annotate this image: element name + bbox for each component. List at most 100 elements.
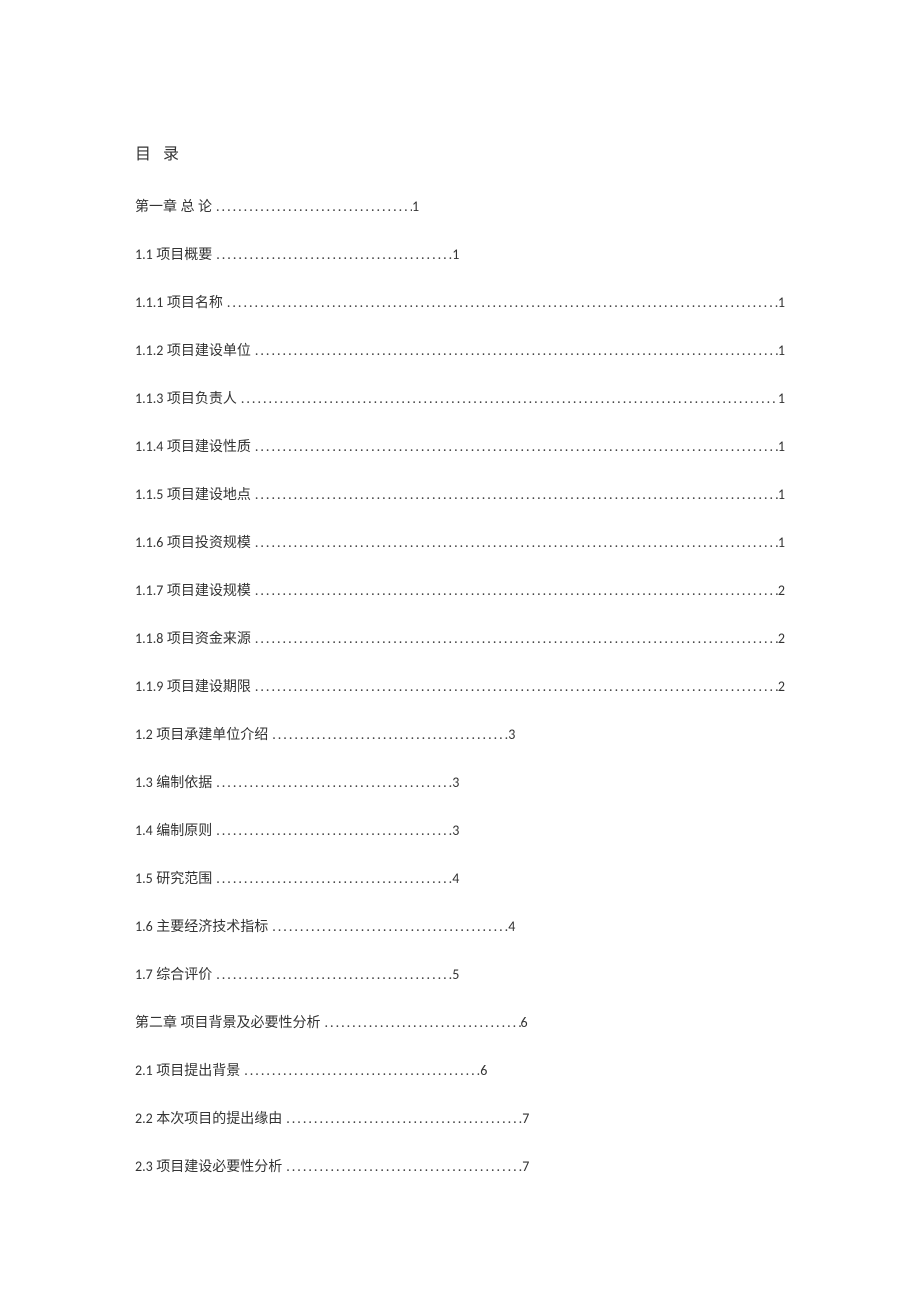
toc-leader-dots: ........................................… [212,198,412,215]
toc-leader-dots: ........................................… [237,390,778,407]
toc-leader-dots: ........................................… [251,678,778,695]
toc-entry-number: 1.1.1 [135,294,163,311]
toc-entry-page: 1 [412,198,419,215]
toc-entry-number: 1.1.5 [135,486,163,503]
toc-entry-text: 项目资金来源 [163,632,251,647]
toc-leader-dots: ........................................… [212,870,452,887]
toc-entry-label: 1.5 研究范围 [135,868,212,888]
toc-entry: 1.7 综合评价................................… [135,964,785,984]
toc-entry-text: 项目建设单位 [163,344,251,359]
toc-entry-label: 1.1 项目概要 [135,244,212,264]
toc-entry: 1.1.5 项目建设地点............................… [135,484,785,504]
toc-entry-page: 3 [452,822,459,839]
toc-entry: 1.1.6 项目投资规模............................… [135,532,785,552]
toc-entry-number: 1.1 [135,246,153,263]
toc-entry: 第一章 总 论.................................… [135,196,785,216]
toc-entry: 1.1 项目概要................................… [135,244,785,264]
toc-leader-dots: ........................................… [240,1062,480,1079]
toc-leader-dots: ........................................… [223,294,778,311]
toc-entry-number: 1.1.3 [135,390,163,407]
toc-entry-text: 综合评价 [153,968,213,983]
toc-entry-number: 1.1.9 [135,678,163,695]
toc-entry: 1.3 编制依据................................… [135,772,785,792]
toc-entry-label: 第一章 总 论 [135,196,212,216]
toc-entry-number: 1.5 [135,870,153,887]
toc-entry-label: 2.1 项目提出背景 [135,1060,240,1080]
toc-entry-page: 5 [452,966,459,983]
toc-entry-text: 编制依据 [153,776,213,791]
toc-entry-label: 1.3 编制依据 [135,772,212,792]
toc-entry-number: 1.1.2 [135,342,163,359]
toc-entry: 2.3 项目建设必要性分析...........................… [135,1156,785,1176]
toc-leader-dots: ........................................… [251,534,778,551]
toc-entry-number: 1.2 [135,726,153,743]
toc-entry-number: 1.7 [135,966,153,983]
toc-entry-number: 2.1 [135,1062,153,1079]
toc-entry-page: 4 [452,870,459,887]
toc-entry-page: 1 [778,486,785,503]
toc-entry-text: 项目建设必要性分析 [153,1160,283,1175]
toc-leader-dots: ........................................… [268,918,508,935]
toc-leader-dots: ........................................… [212,822,452,839]
toc-entry: 1.1.2 项目建设单位............................… [135,340,785,360]
toc-entry-text: 研究范围 [153,872,213,887]
toc-entry: 2.2 本次项目的提出缘由...........................… [135,1108,785,1128]
toc-entry-text: 第二章 项目背景及必要性分析 [135,1016,321,1031]
toc-entry: 1.1.7 项目建设规模............................… [135,580,785,600]
toc-entry: 1.1.1 项目名称..............................… [135,292,785,312]
toc-entry-label: 1.1.3 项目负责人 [135,388,237,408]
toc-entry-text: 项目负责人 [163,392,237,407]
toc-entry-page: 1 [778,438,785,455]
toc-leader-dots: ........................................… [251,630,778,647]
toc-entry-text: 项目概要 [153,248,213,263]
toc-entry-number: 1.1.8 [135,630,163,647]
toc-leader-dots: ........................................… [212,774,452,791]
toc-entry-page: 4 [508,918,515,935]
toc-entry-text: 项目投资规模 [163,536,251,551]
toc-entry-text: 主要经济技术指标 [153,920,269,935]
toc-entry-page: 1 [778,342,785,359]
toc-entry-label: 1.1.6 项目投资规模 [135,532,251,552]
toc-entry-label: 1.4 编制原则 [135,820,212,840]
toc-entry-number: 1.4 [135,822,153,839]
toc-leader-dots: ........................................… [321,1014,521,1031]
toc-entry-text: 项目承建单位介绍 [153,728,269,743]
toc-entry-label: 1.1.8 项目资金来源 [135,628,251,648]
toc-leader-dots: ........................................… [268,726,508,743]
toc-entry-number: 1.1.7 [135,582,163,599]
toc-entry-page: 7 [522,1158,529,1175]
toc-entry-text: 项目名称 [163,296,223,311]
toc-entry-page: 1 [778,390,785,407]
toc-leader-dots: ........................................… [251,486,778,503]
toc-leader-dots: ........................................… [251,342,778,359]
toc-entry-text: 编制原则 [153,824,213,839]
toc-entry-number: 2.2 [135,1110,153,1127]
toc-entry-page: 6 [480,1062,487,1079]
toc-entry: 1.1.3 项目负责人.............................… [135,388,785,408]
toc-entry-number: 1.3 [135,774,153,791]
toc-leader-dots: ........................................… [251,438,778,455]
toc-entry-text: 项目建设规模 [163,584,251,599]
toc-leader-dots: ........................................… [282,1110,522,1127]
toc-container: 第一章 总 论.................................… [135,196,785,1176]
toc-entry: 1.2 项目承建单位介绍............................… [135,724,785,744]
toc-entry-page: 2 [778,582,785,599]
toc-entry-text: 项目提出背景 [153,1064,241,1079]
toc-entry-label: 1.1.5 项目建设地点 [135,484,251,504]
toc-entry: 1.5 研究范围................................… [135,868,785,888]
toc-entry-label: 2.3 项目建设必要性分析 [135,1156,282,1176]
toc-entry-label: 1.6 主要经济技术指标 [135,916,268,936]
toc-entry-page: 3 [508,726,515,743]
toc-entry: 1.1.4 项目建设性质............................… [135,436,785,456]
toc-entry-page: 1 [452,246,459,263]
toc-entry-page: 2 [778,678,785,695]
toc-entry-page: 6 [521,1014,528,1031]
toc-entry: 1.6 主要经济技术指标............................… [135,916,785,936]
toc-entry: 2.1 项目提出背景..............................… [135,1060,785,1080]
toc-entry-page: 1 [778,294,785,311]
toc-entry: 第二章 项目背景及必要性分析..........................… [135,1012,785,1032]
toc-entry-page: 1 [778,534,785,551]
toc-entry-text: 本次项目的提出缘由 [153,1112,283,1127]
toc-leader-dots: ........................................… [282,1158,522,1175]
toc-entry-page: 7 [522,1110,529,1127]
